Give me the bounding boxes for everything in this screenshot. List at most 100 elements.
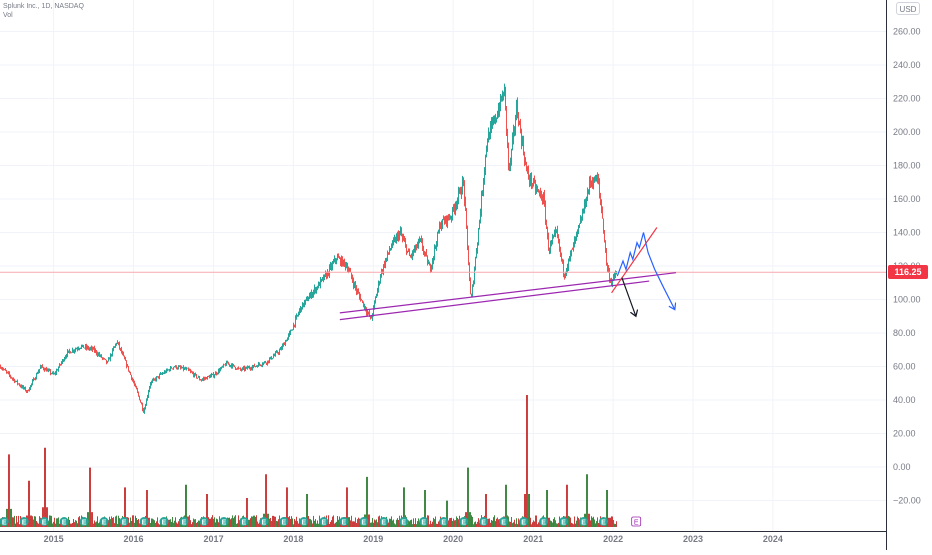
earnings-badge[interactable]: [479, 517, 489, 526]
earnings-marker[interactable]: E: [179, 517, 189, 527]
earnings-marker[interactable]: E: [279, 517, 289, 527]
earnings-marker[interactable]: E: [559, 517, 569, 527]
earnings-marker[interactable]: E: [139, 517, 149, 527]
drawing-projection_black[interactable]: [621, 277, 636, 317]
earnings-marker[interactable]: E: [599, 517, 609, 527]
earnings-badge[interactable]: [359, 517, 369, 526]
earnings-badge[interactable]: [631, 516, 642, 527]
earnings-badge[interactable]: [139, 517, 149, 526]
y-tick-label: 20.00: [893, 429, 916, 439]
x-tick-label: 2023: [683, 534, 703, 544]
earnings-badge[interactable]: [339, 517, 349, 526]
earnings-badge[interactable]: [459, 517, 469, 526]
earnings-marker[interactable]: E: [119, 517, 129, 527]
earnings-marker[interactable]: E: [39, 517, 49, 527]
earnings-marker[interactable]: E: [479, 517, 489, 527]
earnings-badge[interactable]: [159, 517, 169, 526]
earnings-badge[interactable]: [279, 517, 289, 526]
earnings-badge[interactable]: [399, 517, 409, 526]
earnings-marker[interactable]: E: [319, 517, 329, 527]
y-tick-label: 0.00: [893, 462, 911, 472]
x-tick-label: 2015: [44, 534, 64, 544]
earnings-label: E: [42, 520, 47, 527]
earnings-label: E: [581, 520, 586, 527]
earnings-marker[interactable]: E: [499, 517, 509, 527]
earnings-badge[interactable]: [419, 517, 429, 526]
earnings-label: E: [162, 520, 167, 527]
earnings-marker[interactable]: E: [299, 517, 309, 527]
x-tick-label: 2022: [603, 534, 623, 544]
earnings-label: E: [421, 520, 426, 527]
earnings-marker[interactable]: E: [419, 517, 429, 527]
earnings-badge[interactable]: [219, 517, 229, 526]
earnings-marker[interactable]: E: [539, 517, 549, 527]
currency-button[interactable]: USD: [896, 2, 920, 15]
earnings-marker[interactable]: E: [19, 517, 29, 527]
earnings-badge[interactable]: [199, 517, 209, 526]
earnings-badge[interactable]: [579, 517, 589, 526]
earnings-badge[interactable]: [59, 517, 69, 526]
earnings-marker-upcoming[interactable]: E: [631, 516, 642, 527]
earnings-marker[interactable]: E: [199, 517, 209, 527]
earnings-badge[interactable]: [539, 517, 549, 526]
earnings-marker[interactable]: E: [519, 517, 529, 527]
earnings-marker[interactable]: E: [379, 517, 389, 527]
earnings-badge[interactable]: [79, 517, 89, 526]
earnings-marker[interactable]: E: [99, 517, 109, 527]
earnings-label: E: [242, 520, 247, 527]
earnings-marker[interactable]: E: [239, 517, 249, 527]
earnings-marker[interactable]: E: [459, 517, 469, 527]
axes: −20.000.0020.0040.0060.0080.00100.00120.…: [0, 0, 921, 550]
x-tick-label: 2018: [283, 534, 303, 544]
earnings-badge[interactable]: [499, 517, 509, 526]
earnings-marker[interactable]: E: [339, 517, 349, 527]
earnings-badge[interactable]: [39, 517, 49, 526]
earnings-marker[interactable]: E: [359, 517, 369, 527]
earnings-label: E: [2, 520, 7, 527]
earnings-badge[interactable]: [179, 517, 189, 526]
legend-symbol[interactable]: Splunk Inc., 1D, NASDAQ: [3, 3, 84, 10]
earnings-marker[interactable]: E: [219, 517, 229, 527]
drawing-projection_zigzag[interactable]: [616, 232, 675, 310]
earnings-badge[interactable]: [519, 517, 529, 526]
legend-volume[interactable]: Vol: [3, 12, 13, 19]
earnings-badge[interactable]: [259, 517, 269, 526]
drawings[interactable]: [339, 227, 677, 321]
earnings-label: E: [102, 520, 107, 527]
earnings-badge[interactable]: [239, 517, 249, 526]
earnings-label: E: [122, 520, 127, 527]
earnings-marker[interactable]: E: [259, 517, 269, 527]
earnings-marker[interactable]: E: [579, 517, 589, 527]
trendline-channel_upper[interactable]: [339, 272, 677, 314]
earnings-badge[interactable]: [559, 517, 569, 526]
earnings-marker[interactable]: E: [399, 517, 409, 527]
trendline-wedge_support[interactable]: [611, 227, 658, 294]
earnings-badge[interactable]: [439, 517, 449, 526]
earnings-label: E: [521, 520, 526, 527]
earnings-marker[interactable]: E: [0, 517, 9, 527]
earnings-marker[interactable]: E: [59, 517, 69, 527]
earnings-marker[interactable]: E: [79, 517, 89, 527]
earnings-label: E: [262, 520, 267, 527]
y-tick-label: 40.00: [893, 395, 916, 405]
earnings-badge[interactable]: [299, 517, 309, 526]
earnings-badge[interactable]: [99, 517, 109, 526]
earnings-badge[interactable]: [379, 517, 389, 526]
y-tick-label: 60.00: [893, 362, 916, 372]
earnings-marker[interactable]: E: [439, 517, 449, 527]
earnings-badge[interactable]: [119, 517, 129, 526]
earnings-badge[interactable]: [599, 517, 609, 526]
earnings-label: E: [341, 520, 346, 527]
earnings-label: E: [182, 520, 187, 527]
x-tick-label: 2017: [204, 534, 224, 544]
earnings-badge[interactable]: [19, 517, 29, 526]
earnings-badge[interactable]: [0, 517, 9, 526]
trendline-channel_lower[interactable]: [339, 280, 650, 321]
earnings-badge[interactable]: [319, 517, 329, 526]
y-tick-label: 140.00: [893, 228, 921, 238]
earnings-marker[interactable]: E: [159, 517, 169, 527]
candles: [0, 83, 617, 414]
